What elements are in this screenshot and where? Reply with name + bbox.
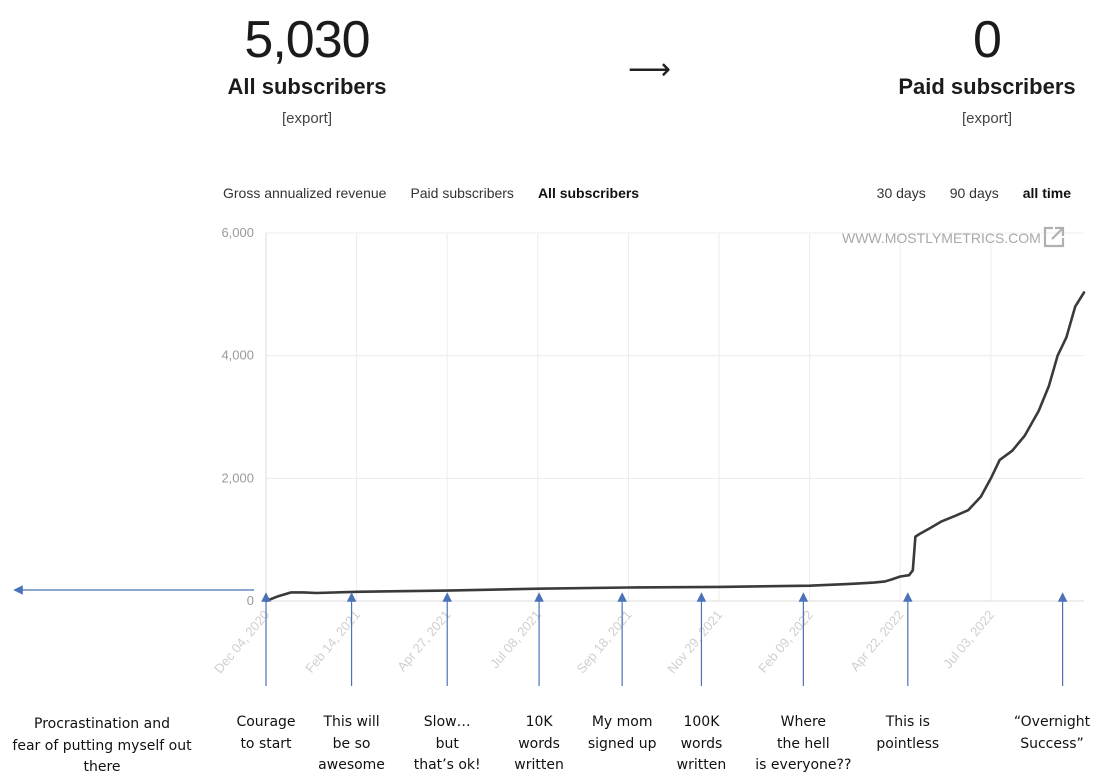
y-tick-label: 6,000 xyxy=(221,225,254,240)
tab-all-subscribers[interactable]: All subscribers xyxy=(537,185,640,201)
paid-subscribers-export-link[interactable]: [export] xyxy=(961,110,1013,127)
annotation-label: Where the hell is everyone?? xyxy=(755,714,852,773)
annotation-label: Procrastination and fear of putting myse… xyxy=(12,716,192,775)
external-link-icon[interactable] xyxy=(1043,226,1065,248)
y-axis-ticks: 0 2,000 4,000 6,000 xyxy=(221,225,254,608)
x-tick-label: Apr 27, 2021 xyxy=(394,607,453,674)
series-line-all-subscribers xyxy=(264,291,1086,603)
arrow-icon: ⟶ xyxy=(628,53,672,86)
annotation-label: This will be so awesome xyxy=(318,714,385,773)
paid-subscribers-stat: 0 Paid subscribers [export] xyxy=(857,12,1102,127)
x-tick-label: Jul 08, 2021 xyxy=(487,607,544,671)
tab-all-time[interactable]: all time xyxy=(1022,185,1071,201)
tab-gross-annualized-revenue[interactable]: Gross annualized revenue xyxy=(223,185,387,201)
annotation-label: My mom signed up xyxy=(587,714,657,752)
all-subscribers-export-link[interactable]: [export] xyxy=(281,110,333,127)
y-tick-label: 2,000 xyxy=(221,470,254,485)
all-subscribers-count: 5,030 xyxy=(244,11,370,69)
x-tick-label: Feb 14, 2021 xyxy=(302,607,363,675)
paid-subscribers-count: 0 xyxy=(973,11,1002,69)
tab-90-days[interactable]: 90 days xyxy=(949,185,999,201)
x-tick-label: Nov 29, 2021 xyxy=(664,607,725,676)
annotation-label: “Overnight Success” xyxy=(1013,714,1091,752)
all-subscribers-stat: 5,030 All subscribers [export] xyxy=(177,12,437,127)
x-tick-label: Dec 04, 2020 xyxy=(211,607,272,676)
y-tick-label: 0 xyxy=(247,593,254,608)
paid-subscribers-label: Paid subscribers xyxy=(898,74,1076,99)
x-tick-label: Sep 18, 2021 xyxy=(574,607,635,676)
annotation-label: 100K words written xyxy=(676,714,727,773)
range-tabs: 30 days 90 days all time xyxy=(877,185,1071,201)
x-tick-label: Feb 09, 2022 xyxy=(755,607,816,675)
annotation-arrows xyxy=(13,585,1068,686)
all-subscribers-label: All subscribers xyxy=(227,74,387,99)
annotation-label: Courage to start xyxy=(236,714,296,752)
chart-grid xyxy=(265,232,1084,602)
metric-tabs: Gross annualized revenue Paid subscriber… xyxy=(223,185,639,201)
annotation-label: This is pointless xyxy=(876,714,940,752)
tab-30-days[interactable]: 30 days xyxy=(876,185,926,201)
annotation-label: Slow… but that’s ok! xyxy=(413,714,481,773)
annotation-label: 10K words written xyxy=(514,714,564,773)
x-axis-ticks: Dec 04, 2020 Feb 14, 2021 Apr 27, 2021 Jul … xyxy=(211,607,997,676)
x-tick-label: Jul 03, 2022 xyxy=(940,607,997,671)
watermark-text: WWW.MOSTLYMETRICS.COM xyxy=(842,230,1041,246)
tab-paid-subscribers[interactable]: Paid subscribers xyxy=(410,185,514,201)
y-tick-label: 4,000 xyxy=(221,348,254,363)
x-tick-label: Apr 22, 2022 xyxy=(847,607,906,674)
